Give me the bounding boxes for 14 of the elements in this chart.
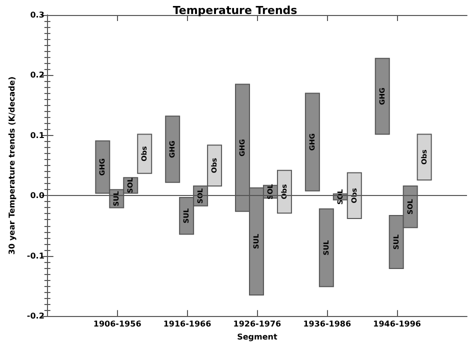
chart-title: Temperature Trends: [172, 4, 298, 17]
x-tick-label: 1946-1996: [373, 320, 422, 329]
y-tick-label: 0.3: [30, 10, 44, 20]
x-tick-label: 1916-1966: [163, 320, 212, 329]
x-axis-title: Segment: [237, 332, 278, 342]
x-tick-label: 1906-1956: [93, 320, 142, 329]
x-tick-label: 1926-1976: [233, 320, 282, 329]
y-tick-label: -0.2: [26, 312, 44, 321]
y-tick-label: -0.1: [26, 251, 45, 260]
y-tick-label: 0.0: [30, 191, 45, 200]
y-axis-title: 30 year Temperature trends (K/decade): [8, 76, 16, 255]
x-tick-label: 1936-1986: [303, 320, 352, 329]
y-tick-label: 0.2: [30, 70, 44, 80]
y-tick-label: 0.1: [30, 130, 45, 140]
